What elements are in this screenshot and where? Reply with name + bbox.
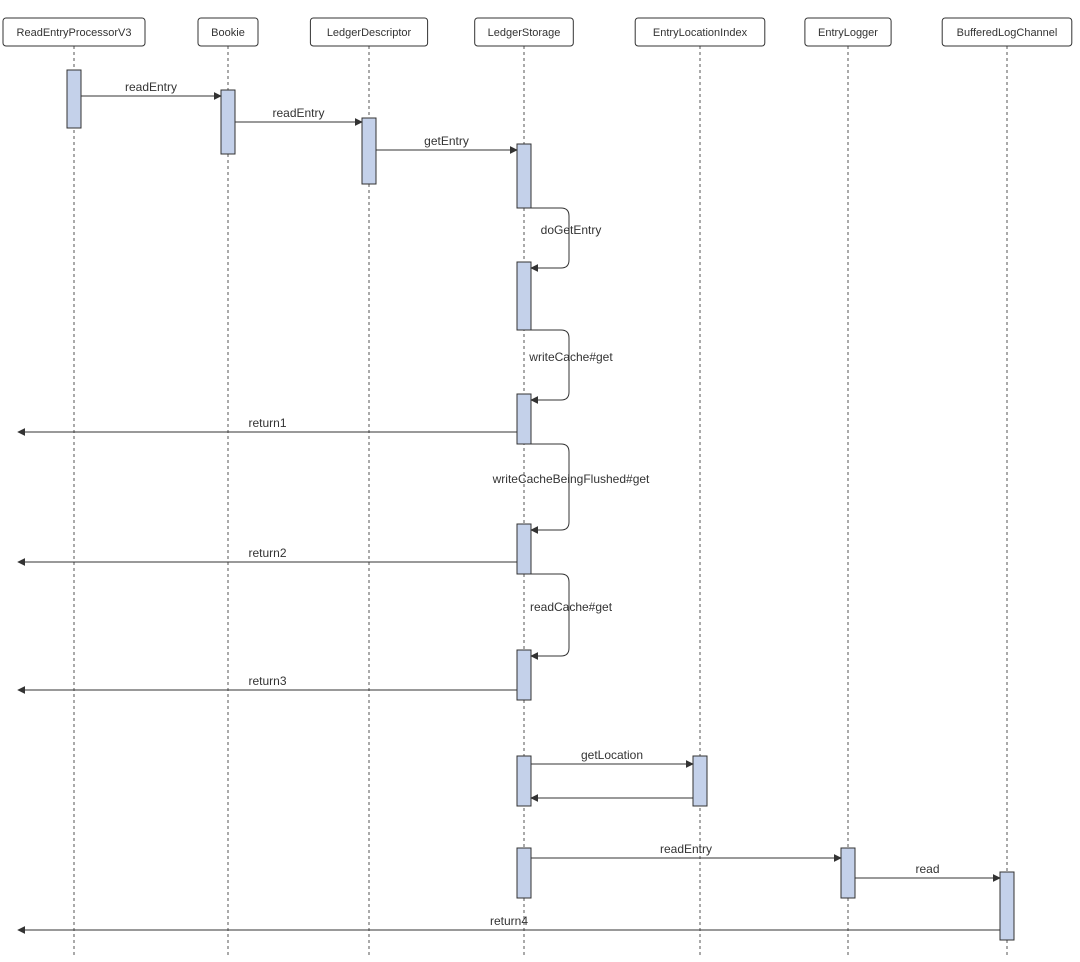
message-label: writeCacheBeingFlushed#get xyxy=(492,472,650,486)
message-label: readCache#get xyxy=(530,600,613,614)
participant-label: EntryLocationIndex xyxy=(653,27,748,39)
message-label: return3 xyxy=(248,674,286,688)
message-label: getLocation xyxy=(581,748,643,762)
participant-label: EntryLogger xyxy=(818,27,878,39)
message-label: return2 xyxy=(248,546,286,560)
participant-label: LedgerStorage xyxy=(488,27,561,39)
participant-label: Bookie xyxy=(211,27,245,39)
message-label: read xyxy=(915,862,939,876)
participant-label: ReadEntryProcessorV3 xyxy=(17,27,132,39)
message-label: return1 xyxy=(248,416,286,430)
message-label: readEntry xyxy=(272,106,324,120)
message-label: getEntry xyxy=(424,134,469,148)
message-label: doGetEntry xyxy=(541,223,602,237)
message-label: readEntry xyxy=(125,80,177,94)
message-label: writeCache#get xyxy=(528,350,613,364)
participant-label: BufferedLogChannel xyxy=(957,27,1058,39)
participant-label: LedgerDescriptor xyxy=(327,27,412,39)
message-label: return4 xyxy=(490,914,528,928)
message-label: readEntry xyxy=(660,842,712,856)
